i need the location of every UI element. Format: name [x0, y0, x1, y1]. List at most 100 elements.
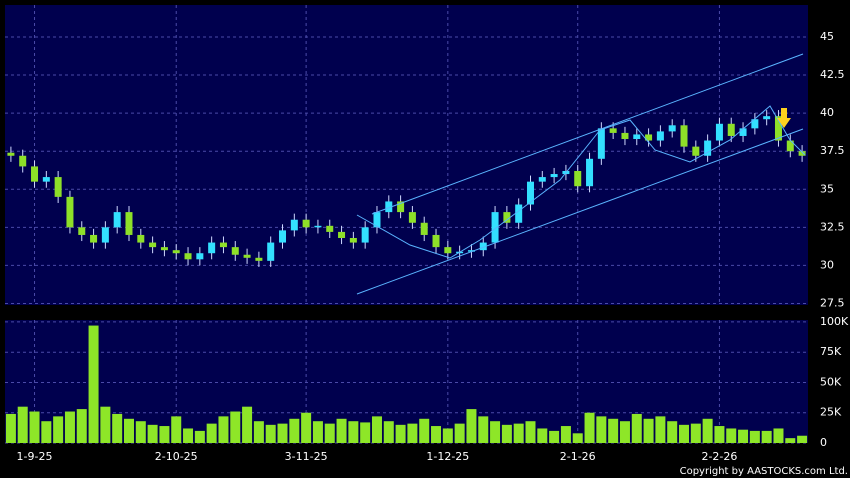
- candle-body: [302, 219, 310, 228]
- candle-body: [279, 230, 287, 243]
- candle-body: [78, 227, 86, 235]
- marks: [5, 110, 808, 443]
- volume-bar: [348, 421, 359, 443]
- volume-bar: [667, 421, 678, 443]
- candle-body: [645, 134, 653, 141]
- volume-bar: [41, 421, 52, 443]
- copyright: Copyright by AASTOCKS.com Ltd.: [680, 466, 848, 477]
- volume-bar: [478, 416, 489, 443]
- candle-body: [715, 123, 723, 141]
- volume-bar: [194, 430, 205, 443]
- candle-body: [444, 247, 452, 254]
- volume-bar: [655, 416, 666, 443]
- candle-body: [680, 125, 688, 147]
- candle-body: [90, 234, 98, 243]
- x-tick-label: 2-1-26: [560, 450, 596, 463]
- x-tick-label: 3-11-25: [285, 450, 328, 463]
- volume-bar: [525, 421, 536, 443]
- volume-bar: [442, 428, 453, 443]
- volume-bar: [537, 428, 548, 443]
- volume-bar: [53, 416, 64, 443]
- volume-bar: [702, 418, 713, 443]
- trend-line: [356, 128, 804, 295]
- volume-bar: [135, 421, 146, 443]
- x-tick-label: 1-9-25: [17, 450, 53, 463]
- volume-bar: [242, 406, 253, 443]
- y-tick-label: 35: [820, 182, 834, 195]
- volume-bar: [490, 421, 501, 443]
- volume-bar: [183, 428, 194, 443]
- volume-bar: [513, 423, 524, 443]
- volume-bar: [797, 435, 808, 443]
- volume-bar: [773, 428, 784, 443]
- candle-body: [515, 204, 523, 223]
- volume-bar: [749, 430, 760, 443]
- volume-bar: [371, 416, 382, 443]
- trend-line: [371, 53, 804, 215]
- volume-bar: [383, 421, 394, 443]
- volume-bar: [560, 426, 571, 443]
- candle-body: [66, 196, 74, 228]
- volume-bar: [501, 424, 512, 443]
- candle-body: [385, 201, 393, 213]
- candle-body: [255, 257, 263, 261]
- candle-body: [774, 116, 782, 141]
- volume-bar: [301, 412, 312, 443]
- y-tick-label: 75K: [820, 345, 842, 358]
- y-tick-label: 45: [820, 30, 834, 43]
- candle-body: [786, 140, 794, 152]
- volume-bar: [572, 433, 583, 443]
- candle-body: [763, 116, 771, 120]
- candle-body: [704, 140, 712, 156]
- candle-body: [633, 134, 641, 140]
- candle-body: [326, 225, 334, 232]
- candle-body: [420, 222, 428, 235]
- candle-body: [125, 212, 133, 235]
- volume-bar: [100, 406, 111, 443]
- candle-body: [538, 177, 546, 182]
- volume-bar: [619, 421, 630, 443]
- candle-body: [208, 242, 216, 254]
- candle-body: [491, 212, 499, 243]
- candle-body: [621, 132, 629, 140]
- volume-bar: [631, 413, 642, 443]
- volume-bar: [690, 423, 701, 443]
- candle-body: [361, 227, 369, 243]
- volume-bar: [419, 418, 430, 443]
- volume-bar: [277, 423, 288, 443]
- candle-body: [7, 152, 15, 156]
- volume-bar: [395, 424, 406, 443]
- volume-bar: [714, 426, 725, 443]
- volume-bar: [312, 421, 323, 443]
- volume-bar: [584, 412, 595, 443]
- volume-bar: [64, 411, 75, 443]
- candle-body: [137, 234, 145, 243]
- volume-bar: [643, 418, 654, 443]
- volume-bar: [29, 411, 40, 443]
- candle-body: [373, 212, 381, 228]
- candle-body: [113, 212, 121, 228]
- candle-body: [574, 170, 582, 187]
- candle-body: [31, 166, 39, 182]
- volume-bar: [206, 423, 217, 443]
- volume-bar: [88, 325, 99, 443]
- y-tick-label: 50K: [820, 375, 842, 388]
- volume-bar: [738, 429, 749, 443]
- candle-body: [727, 123, 735, 136]
- candle-body: [408, 212, 416, 223]
- candle-body: [397, 201, 405, 213]
- volume-bar: [466, 409, 477, 443]
- volume-bar: [265, 424, 276, 443]
- candle-body: [196, 253, 204, 260]
- candle-body: [219, 242, 227, 248]
- candle-body: [231, 247, 239, 255]
- volume-bar: [5, 413, 16, 443]
- volume-bar: [17, 406, 28, 443]
- candle-body: [149, 242, 157, 248]
- candle-body: [42, 177, 50, 182]
- wave-line: [356, 105, 806, 259]
- candle-body: [338, 231, 346, 238]
- candle-body: [54, 177, 62, 197]
- candle-body: [184, 253, 192, 260]
